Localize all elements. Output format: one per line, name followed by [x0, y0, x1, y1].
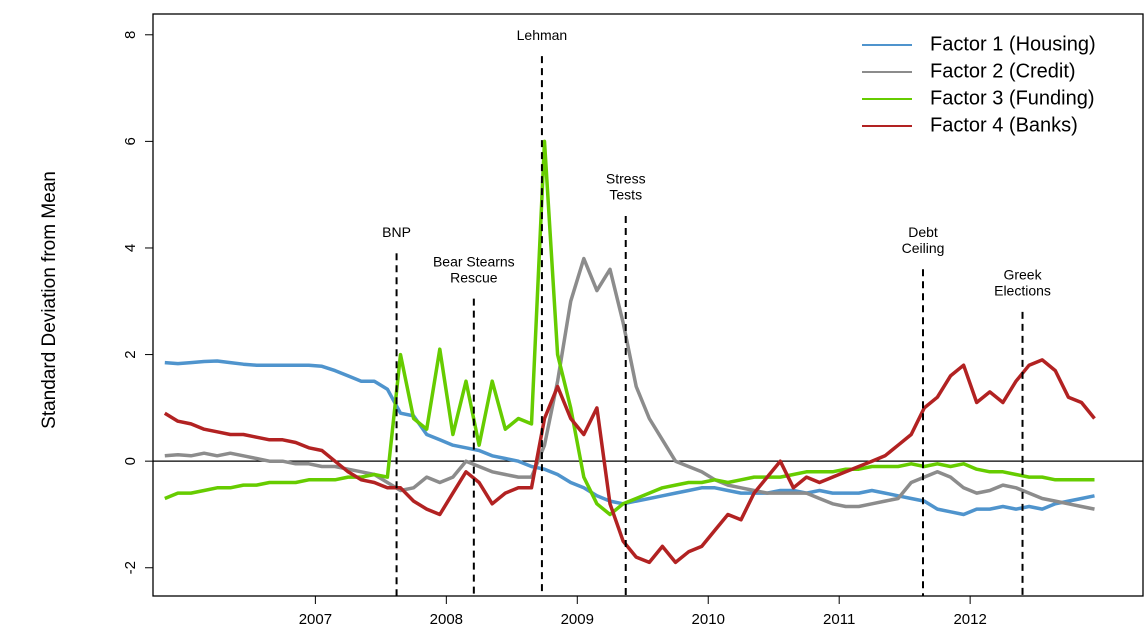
- legend-label: Factor 1 (Housing): [930, 33, 1096, 55]
- event-label: Greek: [1003, 267, 1042, 283]
- x-tick-label: 2008: [430, 611, 463, 628]
- x-tick-label: 2007: [299, 611, 332, 628]
- series-line: [164, 359, 1095, 517]
- series-line: [164, 256, 1095, 511]
- legend-label: Factor 3 (Funding): [930, 87, 1095, 109]
- x-tick-label: 2012: [953, 611, 986, 628]
- y-tick-label: -2: [122, 561, 139, 574]
- y-tick-label: 0: [122, 457, 139, 465]
- x-tick-label: 2011: [823, 611, 855, 628]
- legend-label: Factor 2 (Credit): [930, 60, 1076, 82]
- event-label: Stress: [606, 171, 646, 187]
- y-tick-label: 6: [122, 137, 139, 145]
- plot-box: [152, 13, 1144, 597]
- y-tick-label: 4: [122, 244, 139, 252]
- y-tick-label: 2: [122, 350, 139, 358]
- x-tick-label: 2010: [692, 611, 725, 628]
- event-label: Rescue: [450, 269, 498, 285]
- legend-label: Factor 4 (Banks): [930, 114, 1078, 136]
- event-label: Tests: [609, 187, 642, 203]
- event-label: Lehman: [517, 27, 568, 43]
- series-line: [163, 358, 1096, 565]
- y-tick-label: 8: [122, 31, 139, 39]
- series-line: [164, 139, 1095, 517]
- x-tick-label: 2009: [561, 611, 594, 628]
- y-axis-label: Standard Deviation from Mean: [39, 171, 60, 429]
- event-label: BNP: [382, 224, 411, 240]
- event-label: Ceiling: [902, 240, 945, 256]
- event-label: Debt: [908, 224, 938, 240]
- event-label: Bear Stearns: [433, 253, 515, 269]
- event-label: Elections: [994, 283, 1051, 299]
